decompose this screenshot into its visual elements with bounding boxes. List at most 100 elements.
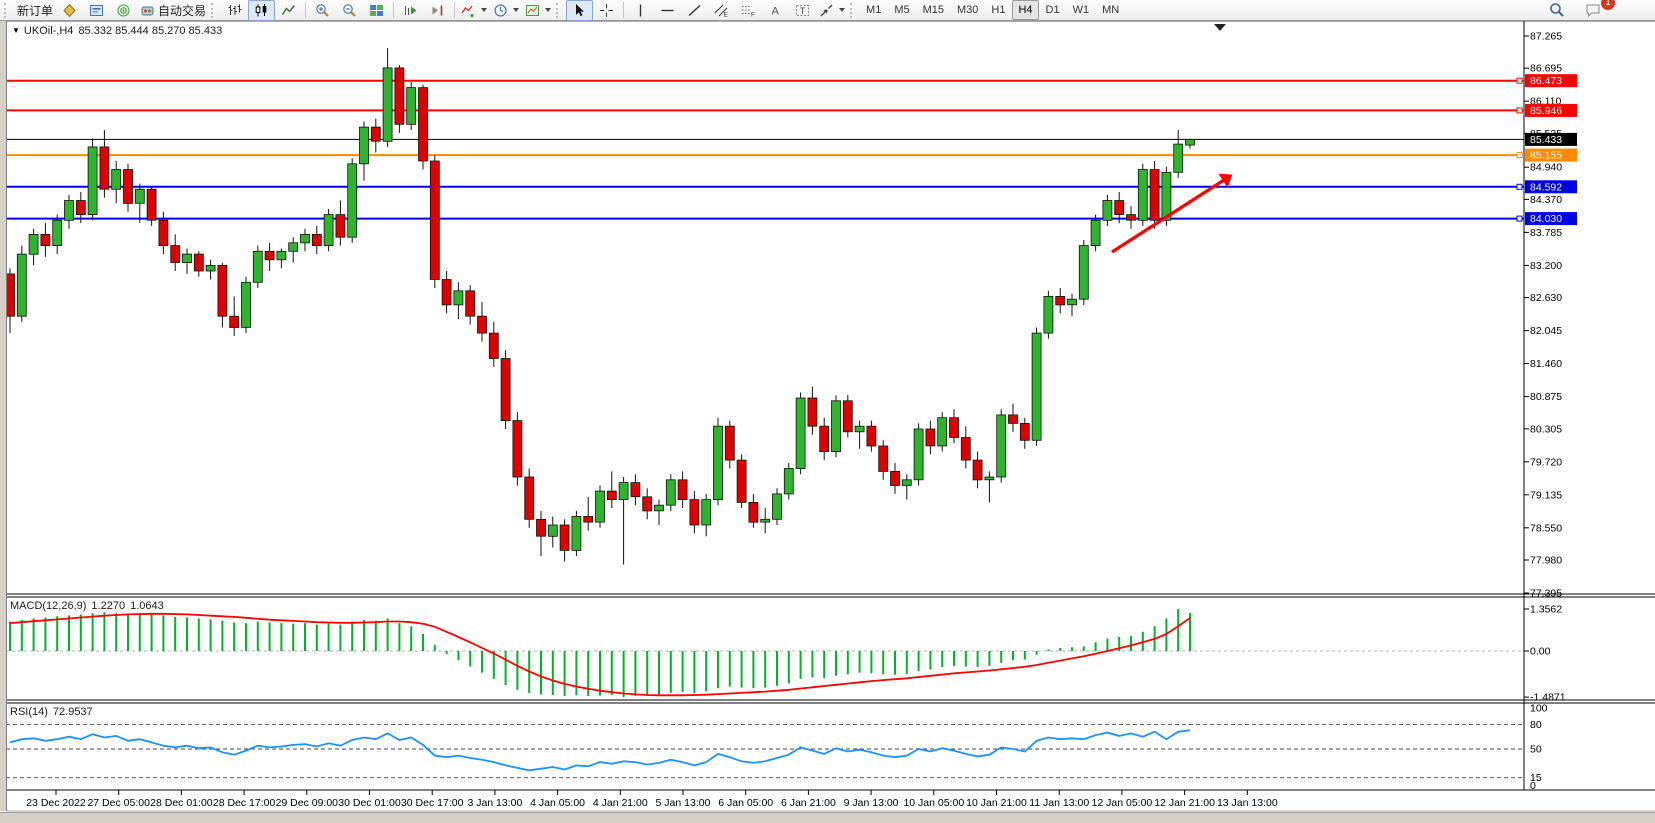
add-indicator-button[interactable] [458, 0, 490, 21]
arrows-button[interactable] [816, 0, 848, 21]
price-tick-label: 79.720 [1530, 456, 1562, 468]
toolbar-grip[interactable] [556, 2, 563, 18]
macd-indicator-label: MACD(12,26,9) 1.2270 1.0643 [10, 600, 164, 612]
timeframe-button-m5[interactable]: M5 [894, 4, 910, 16]
bar-chart-button[interactable] [221, 0, 248, 21]
candle [559, 524, 570, 551]
zoom-out-button[interactable] [336, 0, 363, 21]
price-tag [1525, 74, 1577, 88]
chart-collapse-icon[interactable]: ▼ [12, 26, 20, 35]
price-tick-label: 77.980 [1530, 555, 1562, 567]
signal-button[interactable] [110, 0, 137, 21]
timeframe-button-h4[interactable]: H4 [1012, 0, 1039, 20]
time-tick-label: 6 Jan 05:00 [718, 797, 773, 809]
price-tag-label: 85.155 [1530, 150, 1562, 162]
price-tag-label: 85.946 [1530, 105, 1562, 117]
trend-arrow-object[interactable] [1111, 178, 1225, 254]
periods-caret-icon[interactable] [513, 8, 520, 12]
candle [1173, 143, 1184, 173]
terminal-button[interactable] [83, 0, 110, 21]
candle [842, 400, 853, 433]
profile-button[interactable] [56, 0, 83, 21]
timeframe-button-d1[interactable]: D1 [1045, 4, 1060, 16]
vertical-line-button[interactable] [627, 0, 654, 21]
template-caret-icon[interactable] [545, 8, 552, 12]
timeframe-button-m15[interactable]: M15 [922, 4, 944, 16]
candle [713, 425, 723, 501]
zoom-in-button[interactable] [309, 0, 336, 21]
template-button[interactable] [522, 0, 554, 21]
tile-windows-button[interactable] [363, 0, 390, 21]
candle [925, 428, 936, 447]
trend-arrow-head [1218, 173, 1233, 188]
candle [913, 428, 924, 481]
candle [1185, 138, 1195, 146]
channel-button[interactable]: E [708, 0, 735, 21]
notifications-button[interactable]: 1 [1580, 0, 1615, 21]
timeframe-button-mn[interactable]: MN [1102, 4, 1120, 16]
candle [382, 67, 393, 142]
fibonacci-icon: F [741, 3, 756, 18]
chat-icon [1585, 2, 1602, 18]
fibonacci-button[interactable]: F [735, 0, 762, 21]
candle [441, 279, 452, 306]
toolbar-grip[interactable] [4, 2, 11, 18]
candle [111, 169, 122, 190]
candle [654, 504, 664, 512]
time-tick-label: 29 Dec 09:00 [276, 797, 339, 809]
candle [205, 264, 216, 272]
candle [547, 524, 558, 537]
svg-text:A: A [772, 5, 780, 17]
candle [866, 425, 877, 447]
candle [300, 233, 310, 244]
candle [359, 126, 369, 165]
chart-shift-button[interactable] [424, 0, 451, 21]
auto-scroll-button[interactable] [397, 0, 424, 21]
timeframe-button-m1[interactable]: M1 [866, 4, 882, 16]
rsi-level-label: 100 [1530, 703, 1548, 715]
candle [901, 479, 912, 486]
candlestick-button[interactable] [248, 0, 276, 21]
cursor-button[interactable] [566, 0, 594, 21]
horizontal-line-button[interactable] [654, 0, 681, 21]
candle [665, 479, 676, 506]
line-anchor-square [1516, 215, 1523, 222]
time-tick-label: 30 Dec 17:00 [401, 797, 464, 809]
timeframe-button-h1[interactable]: H1 [991, 4, 1006, 16]
candle [606, 490, 617, 501]
new-order-button[interactable]: 新订单 [14, 0, 56, 21]
candle [40, 233, 51, 247]
toolbar-grip[interactable] [850, 2, 857, 18]
time-tick-label: 30 Dec 01:00 [338, 797, 401, 809]
arrows-caret-icon[interactable] [839, 8, 846, 12]
search-button[interactable] [1543, 0, 1570, 21]
line-chart-button[interactable] [275, 0, 302, 21]
candle [323, 214, 334, 247]
candle [193, 253, 204, 272]
chart-shift-marker[interactable] [1214, 24, 1226, 31]
candle [1031, 332, 1042, 441]
toolbar-grip[interactable] [211, 2, 218, 18]
price-tick-label: 80.875 [1530, 391, 1562, 403]
toolbar-separator [623, 2, 625, 18]
add-indicator-caret-icon[interactable] [481, 8, 488, 12]
candle [689, 499, 700, 526]
auto-trading-button[interactable]: 自动交易 [137, 0, 209, 21]
periods-button[interactable] [490, 0, 522, 21]
price-tick-label: 83.785 [1530, 227, 1562, 239]
chart-canvas[interactable]: 87.26586.69586.11085.53584.94084.37083.7… [0, 21, 1655, 822]
macd-name: MACD(12,26,9) [10, 600, 87, 612]
candle [477, 315, 487, 334]
text-label-button[interactable]: T [789, 0, 816, 21]
candle [394, 67, 405, 125]
candle [736, 459, 747, 503]
crosshair-button[interactable] [593, 0, 620, 21]
text-button[interactable]: A [762, 0, 789, 21]
rsi-level-label: 0 [1530, 780, 1536, 792]
price-tick-label: 81.460 [1530, 358, 1562, 370]
timeframe-button-m30[interactable]: M30 [957, 4, 979, 16]
timeframe-button-w1[interactable]: W1 [1072, 4, 1090, 16]
svg-text:T: T [800, 6, 806, 16]
zoom-out-icon [342, 3, 357, 18]
trendline-button[interactable] [681, 0, 708, 21]
